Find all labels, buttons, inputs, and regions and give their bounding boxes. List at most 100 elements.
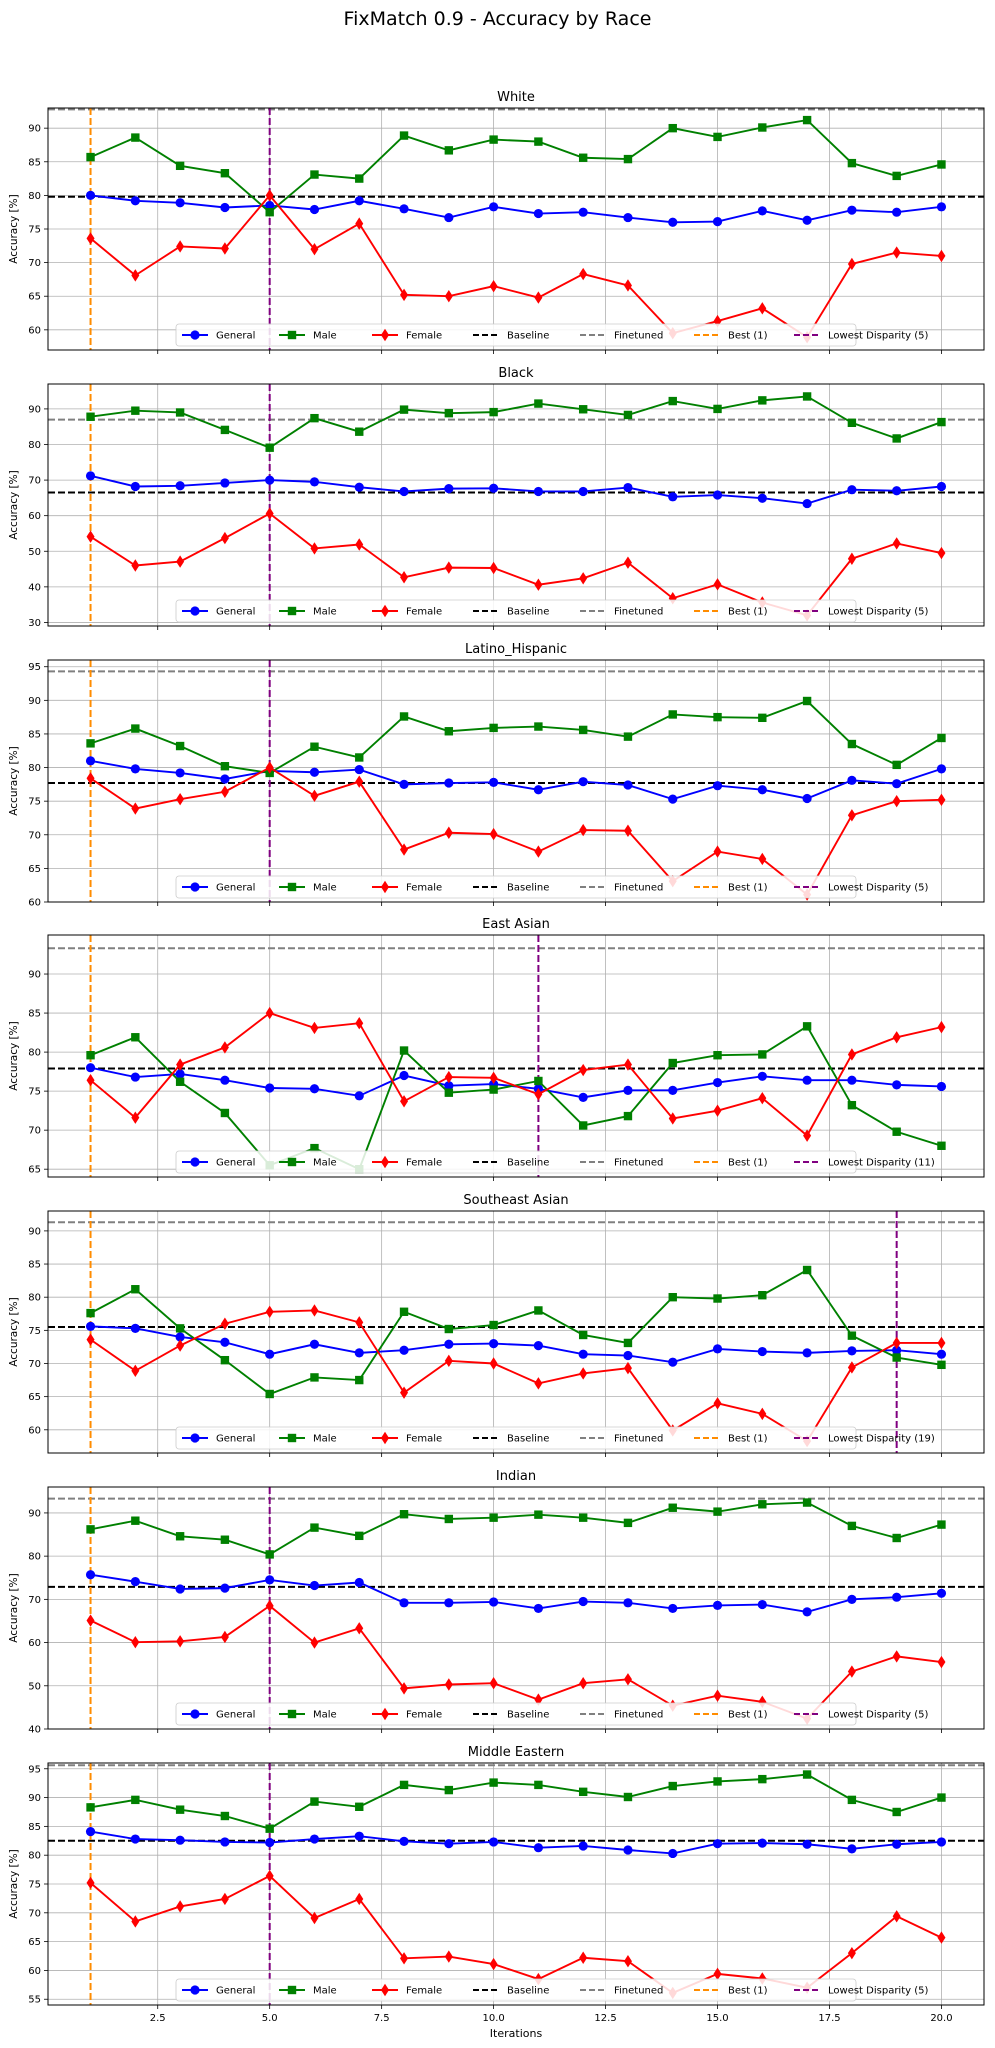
data-point-male (265, 443, 274, 452)
data-point-male (220, 169, 230, 178)
y-tick-label: 85 (28, 157, 41, 168)
data-point-male (534, 399, 543, 408)
data-point-female (444, 1678, 453, 1691)
data-point-male (623, 732, 633, 741)
data-point-male (937, 1141, 946, 1150)
data-point-female (489, 1676, 498, 1690)
data-point-male (175, 1324, 185, 1333)
data-point-female (400, 843, 409, 856)
legend-box (175, 1702, 857, 1726)
data-point-female (579, 572, 588, 585)
legend-label: Baseline (507, 607, 549, 618)
data-point-male (534, 1076, 543, 1086)
data-point-male (310, 413, 319, 423)
data-point-general (623, 780, 633, 790)
y-tick-label: 90 (28, 1793, 41, 1804)
data-point-general (936, 1837, 947, 1847)
data-point-general (892, 779, 902, 789)
data-point-general (757, 206, 767, 216)
legend-label: Baseline (507, 1986, 549, 1997)
data-point-male (131, 133, 140, 142)
data-point-male (220, 1811, 230, 1821)
series-line-male (90, 1268, 942, 1396)
data-point-female (400, 288, 409, 302)
data-point-female (668, 592, 677, 605)
data-point-male (713, 404, 722, 414)
data-point-male (399, 405, 409, 414)
data-point-general (265, 200, 275, 211)
y-axis-label: Accuracy [%] (8, 1297, 20, 1366)
data-point-female (579, 1367, 588, 1380)
series-line-male (90, 699, 942, 774)
data-point-female (355, 1622, 364, 1635)
y-tick-label: 60 (28, 1638, 41, 1649)
legend-marker (190, 606, 200, 616)
data-point-female (355, 217, 364, 230)
data-point-general (757, 1346, 767, 1357)
legend-label: General (216, 883, 255, 894)
data-point-general (533, 208, 543, 219)
data-point-male (758, 1774, 767, 1784)
data-point-female (265, 1006, 274, 1020)
data-point-female (86, 1614, 95, 1627)
data-point-female (937, 1655, 946, 1669)
data-point-female (444, 826, 453, 839)
data-point-female (892, 1031, 901, 1044)
data-point-male (175, 1077, 185, 1086)
panel-5: Indian 40 50 60 70 80 90 Accuracy [%] General Mal… (8, 1469, 985, 1736)
y-tick-label: 70 (28, 476, 41, 487)
data-point-general (668, 794, 678, 804)
x-tick-label: 5.0 (262, 2013, 278, 2024)
data-point-male (310, 1523, 319, 1532)
y-tick-label: 60 (28, 1966, 41, 1977)
y-tick-label: 75 (28, 1326, 41, 1337)
plot-frame (47, 107, 985, 351)
y-axis-label: Accuracy [%] (8, 194, 20, 263)
y-tick-label: 80 (28, 1048, 41, 1059)
data-point-female (534, 845, 543, 858)
data-point-male (355, 753, 364, 762)
data-point-male (489, 1320, 498, 1330)
data-point-general (936, 1349, 947, 1359)
data-point-general (444, 1839, 454, 1849)
data-point-female (176, 1900, 185, 1913)
y-tick-label: 70 (28, 830, 41, 841)
data-point-general (712, 1077, 723, 1088)
data-point-general (892, 207, 902, 217)
data-point-general (757, 785, 767, 795)
series-line-male (90, 119, 942, 214)
data-point-male (713, 1507, 722, 1516)
legend-box (175, 1978, 857, 2002)
legend-marker (381, 604, 389, 618)
data-point-general (309, 1580, 320, 1591)
data-point-general (802, 1607, 812, 1617)
data-point-female (579, 1676, 588, 1690)
data-point-female (220, 1041, 229, 1054)
data-point-general (578, 207, 588, 217)
panel-title: Black (498, 366, 534, 381)
y-tick-label: 50 (28, 1681, 41, 1692)
legend-marker (381, 1983, 389, 1997)
data-point-male (892, 434, 901, 443)
data-point-general (892, 1839, 902, 1849)
data-point-female (847, 257, 856, 271)
data-point-general (578, 1841, 588, 1851)
y-tick-label: 90 (28, 124, 41, 135)
plot-frame (47, 1210, 985, 1454)
legend-label: Finetuned (614, 331, 663, 342)
data-point-general (130, 196, 140, 206)
data-point-general (130, 1834, 140, 1844)
data-point-male (758, 713, 767, 723)
data-point-general (892, 486, 902, 496)
series-line-male (90, 1773, 942, 1830)
data-point-male (355, 174, 364, 183)
data-point-general (399, 1598, 409, 1608)
legend-label: Finetuned (614, 1710, 663, 1721)
data-point-male (220, 425, 230, 435)
data-point-female (176, 792, 185, 806)
data-point-male (131, 1285, 140, 1294)
data-point-general (130, 481, 140, 492)
legend-label: Baseline (507, 1158, 549, 1169)
y-tick-label: 90 (28, 1508, 41, 1519)
